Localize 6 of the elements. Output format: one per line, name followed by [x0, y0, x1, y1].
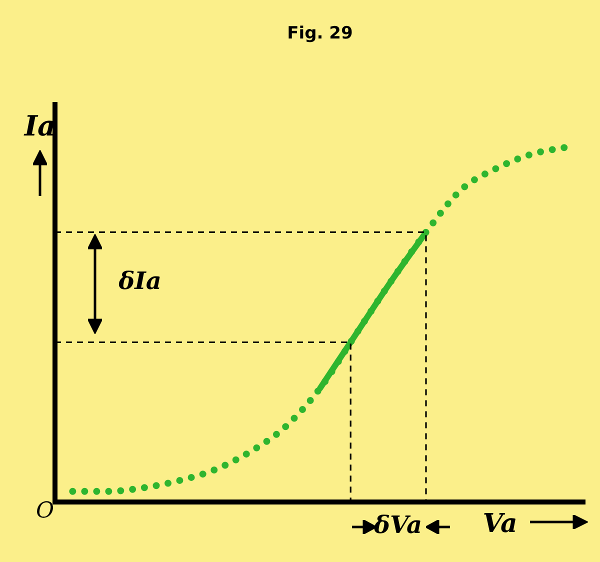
chart-title: Fig. 29: [287, 24, 353, 44]
x-axis-title: Va: [482, 508, 518, 539]
annotation: O: [36, 498, 54, 524]
text: δVa: [373, 510, 422, 540]
y-axis-title: Ia: [23, 109, 56, 142]
annotation: δIa: [118, 266, 162, 296]
